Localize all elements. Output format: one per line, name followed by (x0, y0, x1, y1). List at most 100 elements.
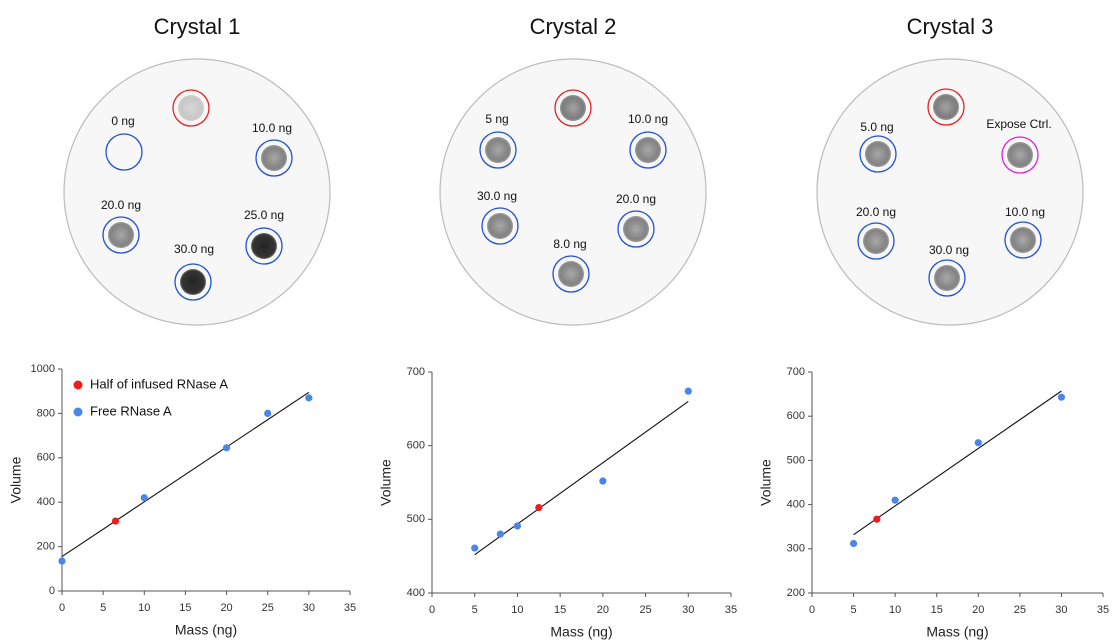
y-tick-label: 800 (37, 407, 55, 419)
spot (261, 145, 287, 171)
legend-marker (74, 381, 83, 390)
spot (485, 137, 511, 163)
y-tick-label: 500 (787, 454, 805, 466)
blot-label: Expose Ctrl. (986, 117, 1051, 131)
y-tick-label: 600 (787, 410, 805, 422)
spot (865, 141, 891, 167)
y-tick-label: 700 (787, 366, 805, 378)
blot-label: 10.0 ng (1005, 205, 1045, 219)
y-axis-label: Volume (378, 459, 394, 506)
blot-label: 30.0 ng (477, 189, 517, 203)
legend-label: Free RNase A (90, 403, 172, 418)
blot-label: 10.0 ng (252, 121, 292, 135)
x-tick-label: 15 (554, 604, 566, 616)
x-tick-label: 5 (851, 604, 857, 616)
data-point (223, 444, 230, 451)
blot-label: 10.0 ng (628, 112, 668, 126)
blot-label: 8.0 ng (553, 237, 586, 251)
y-tick-label: 600 (407, 440, 425, 452)
blot-title: Crystal 1 (154, 14, 241, 39)
x-tick-label: 20 (972, 604, 984, 616)
x-tick-label: 20 (220, 602, 232, 614)
x-tick-label: 30 (1055, 604, 1067, 616)
blot-label: 20.0 ng (616, 192, 656, 206)
blot-label: 30.0 ng (929, 243, 969, 257)
y-tick-label: 400 (37, 496, 55, 508)
x-tick-label: 5 (472, 604, 478, 616)
figure: Crystal 1 0 ng 10.0 ng 20.0 ng 25.0 ng 30.0 n… (0, 0, 1113, 641)
blot-label: 20.0 ng (101, 198, 141, 212)
y-tick-label: 200 (37, 541, 55, 553)
y-tick-label: 700 (407, 366, 425, 378)
y-tick-label: 400 (407, 587, 425, 599)
data-point (514, 522, 521, 529)
legend-label: Half of infused RNase A (90, 376, 228, 391)
x-tick-label: 5 (100, 602, 106, 614)
x-axis-label: Mass (ng) (550, 624, 612, 640)
blot-title: Crystal 2 (530, 14, 617, 39)
x-tick-label: 25 (639, 604, 651, 616)
data-point (264, 410, 271, 417)
spot (863, 228, 889, 254)
control-spot (178, 95, 204, 121)
data-point (599, 477, 606, 484)
x-tick-label: 25 (262, 602, 274, 614)
y-tick-label: 1000 (31, 363, 55, 375)
spot (623, 216, 649, 242)
data-point (892, 497, 899, 504)
spot (558, 261, 584, 287)
y-tick-label: 200 (787, 587, 805, 599)
data-point (685, 388, 692, 395)
y-tick-label: 600 (37, 452, 55, 464)
x-tick-label: 35 (344, 602, 356, 614)
spot (251, 233, 277, 259)
blot-label: 5.0 ng (860, 120, 893, 134)
spot (1007, 142, 1033, 168)
y-tick-label: 300 (787, 543, 805, 555)
x-axis-label: Mass (ng) (926, 624, 988, 640)
data-point (1058, 394, 1065, 401)
x-axis-label: Mass (ng) (175, 622, 237, 638)
spot (635, 137, 661, 163)
trendline (854, 391, 1062, 535)
x-tick-label: 30 (303, 602, 315, 614)
blot-label: 20.0 ng (856, 205, 896, 219)
x-tick-label: 30 (682, 604, 694, 616)
x-tick-label: 10 (138, 602, 150, 614)
x-tick-label: 0 (429, 604, 435, 616)
control-spot (560, 95, 586, 121)
control-spot (933, 94, 959, 120)
spot (487, 213, 513, 239)
x-tick-label: 0 (809, 604, 815, 616)
blot-label: 25.0 ng (244, 208, 284, 222)
data-point (850, 540, 857, 547)
blot-label: 5 ng (485, 112, 508, 126)
data-point (58, 557, 65, 564)
trendline (475, 401, 689, 554)
data-point (305, 394, 312, 401)
x-tick-label: 25 (1014, 604, 1026, 616)
x-tick-label: 0 (59, 602, 65, 614)
spot (108, 222, 134, 248)
data-point (471, 544, 478, 551)
y-tick-label: 400 (787, 499, 805, 511)
data-point (975, 439, 982, 446)
x-tick-label: 35 (725, 604, 737, 616)
y-axis-label: Volume (758, 459, 774, 506)
x-tick-label: 20 (597, 604, 609, 616)
x-tick-label: 35 (1097, 604, 1109, 616)
spot (1010, 227, 1036, 253)
x-tick-label: 15 (179, 602, 191, 614)
blot-label: 0 ng (111, 114, 134, 128)
data-point (141, 494, 148, 501)
data-point (535, 504, 542, 511)
data-point (112, 517, 119, 524)
data-point (873, 516, 880, 523)
legend-marker (74, 408, 83, 417)
y-tick-label: 0 (49, 585, 55, 597)
y-axis-label: Volume (8, 456, 24, 503)
x-tick-label: 15 (931, 604, 943, 616)
data-point (497, 530, 504, 537)
x-tick-label: 10 (511, 604, 523, 616)
blot-label: 30.0 ng (174, 242, 214, 256)
